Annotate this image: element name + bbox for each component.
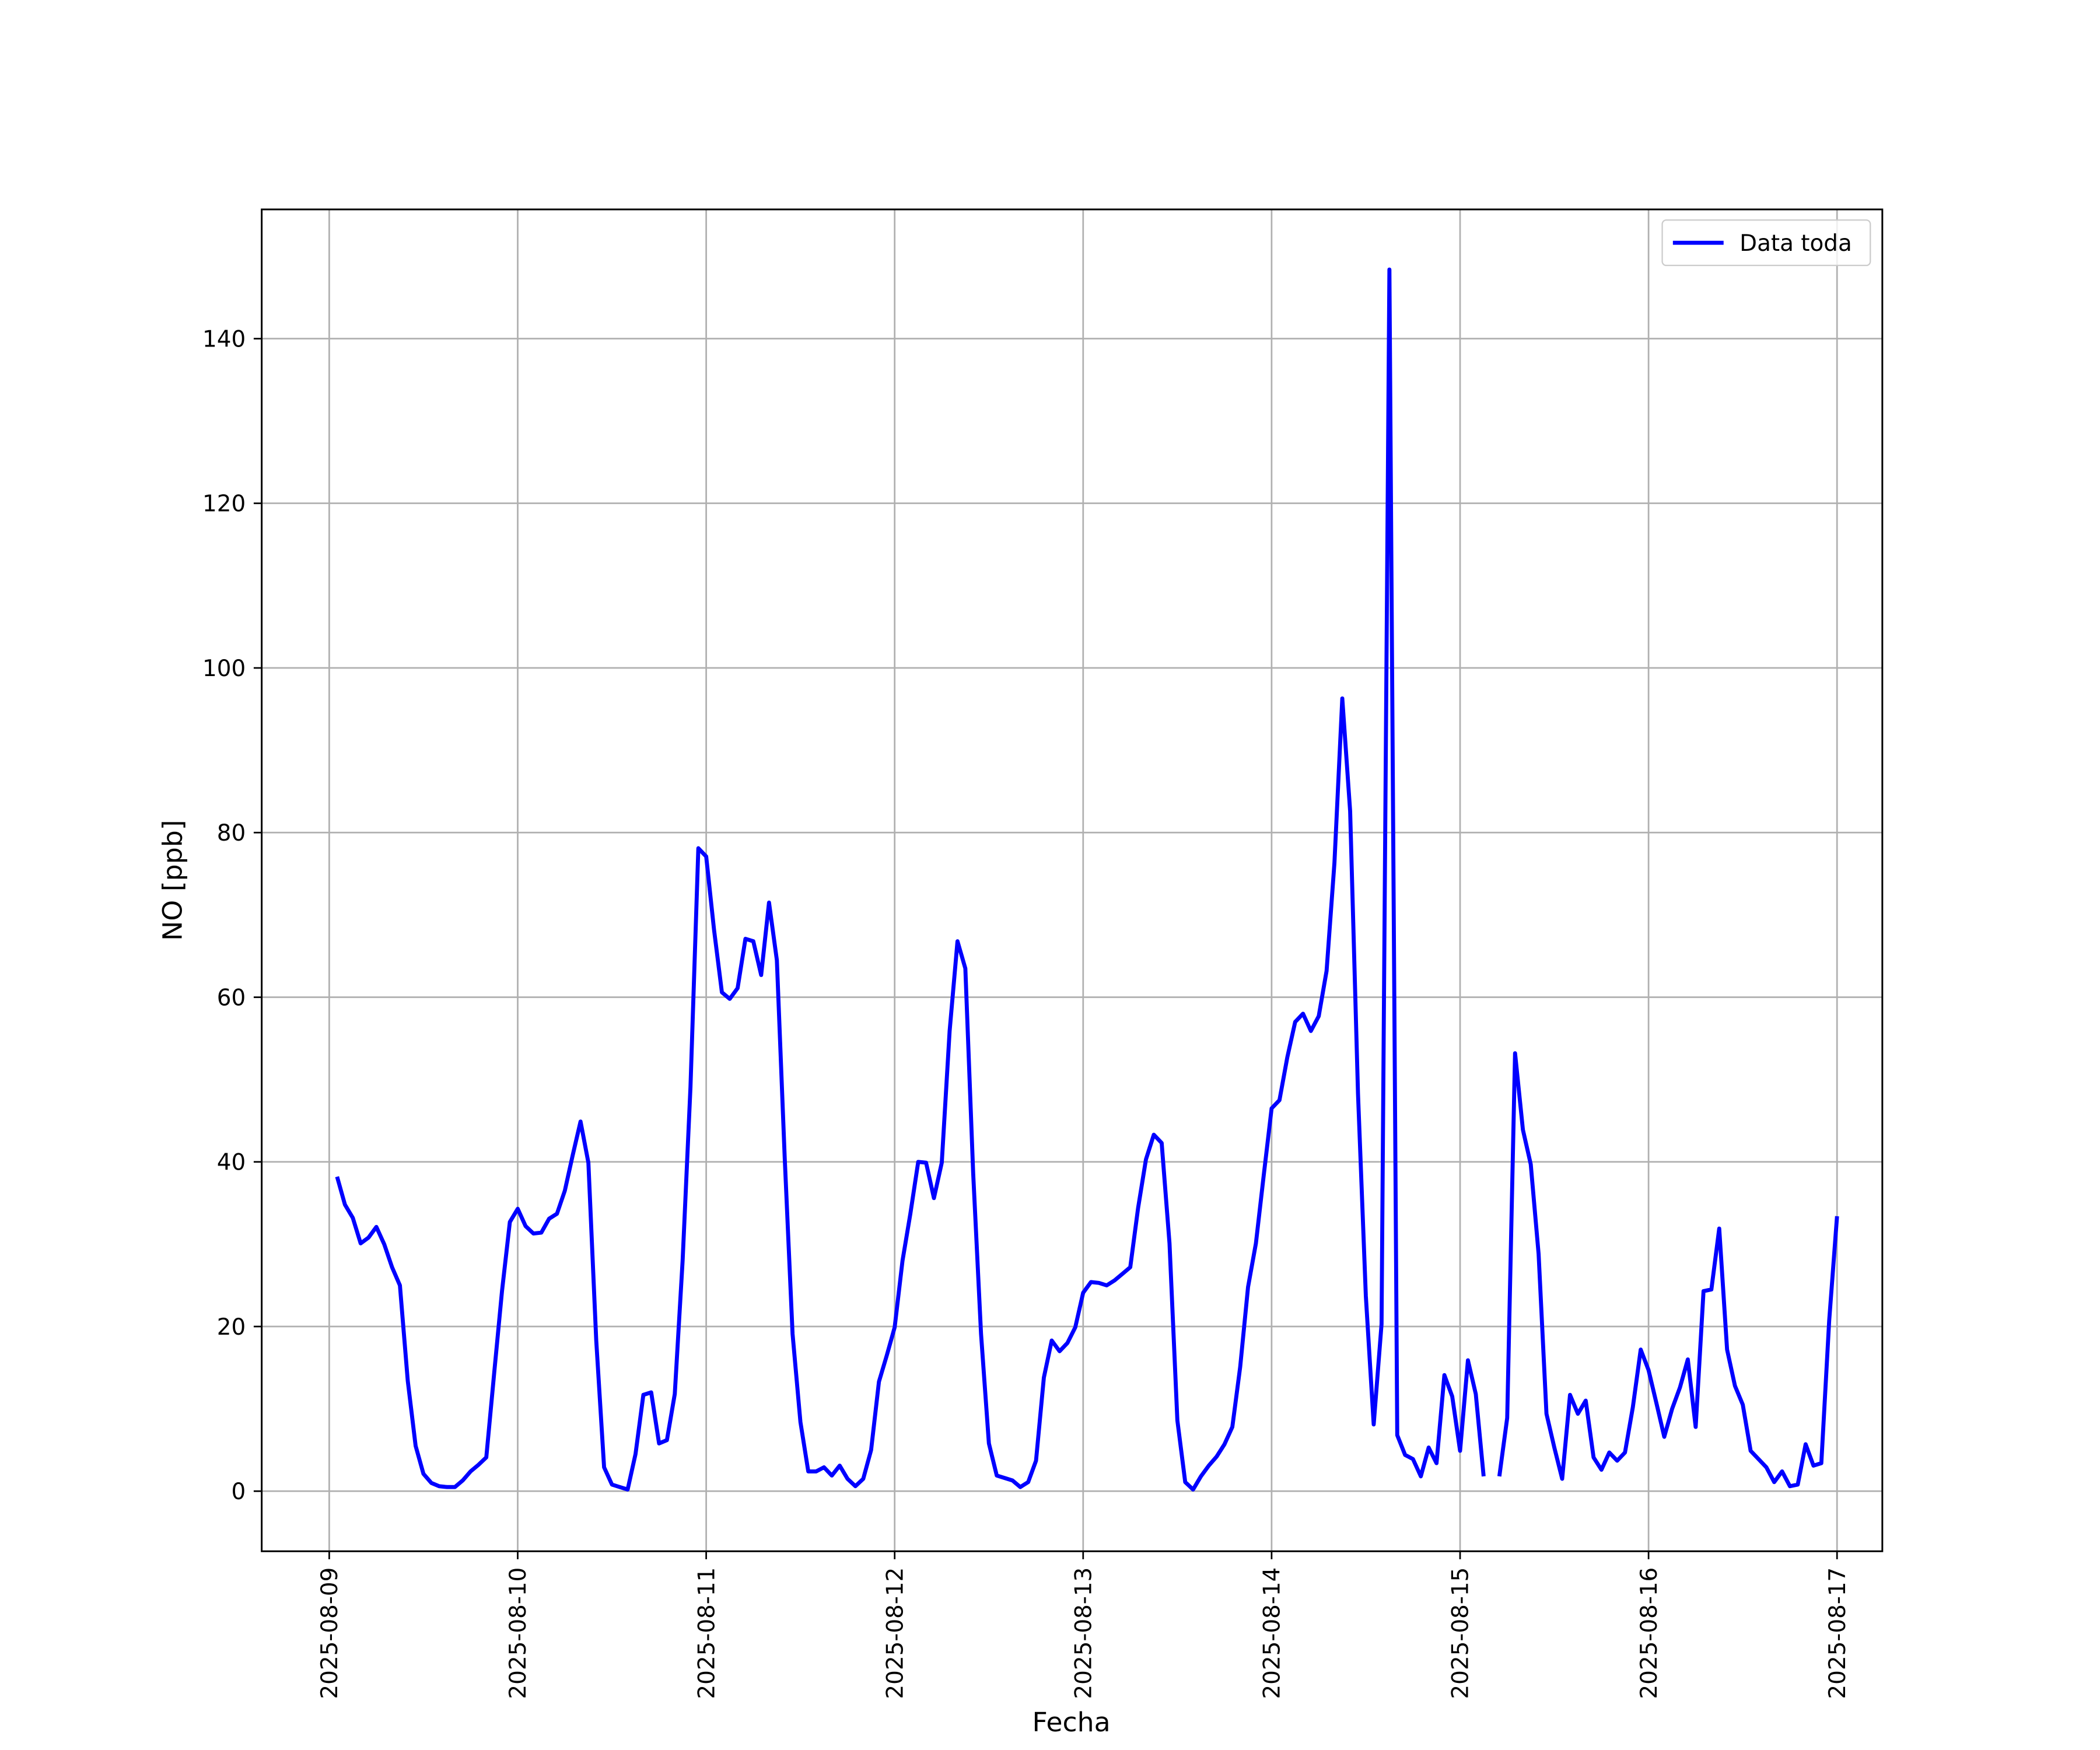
y-tick-label: 120 [202, 491, 246, 517]
x-tick-label: 2025-08-11 [694, 1567, 720, 1699]
x-tick-label: 2025-08-12 [882, 1567, 908, 1699]
x-tick-label: 2025-08-15 [1448, 1567, 1474, 1699]
y-tick-label: 40 [217, 1150, 246, 1176]
x-tick-label: 2025-08-16 [1636, 1567, 1662, 1699]
plot-frame [261, 208, 1884, 1552]
y-tick-label: 100 [202, 656, 246, 682]
grid [261, 209, 1882, 1552]
x-tick-label: 2025-08-17 [1825, 1567, 1851, 1699]
legend-label: Data toda [1740, 230, 1852, 257]
y-tick-label: 60 [217, 985, 246, 1011]
y-axis-label: NO [ppb] [157, 820, 188, 940]
x-tick-label: 2025-08-09 [317, 1567, 343, 1699]
x-axis-label: Fecha [1032, 1707, 1111, 1738]
y-tick-label: 140 [202, 326, 246, 352]
x-tick-label: 2025-08-13 [1071, 1567, 1097, 1699]
ticks: 0 20 40 60 80 100 120 140 2025-08-09 2025-08-10 20… [202, 326, 1851, 1699]
data-line [335, 267, 1839, 1492]
y-tick-label: 20 [217, 1314, 246, 1340]
plot [335, 267, 1839, 1492]
x-tick-label: 2025-08-14 [1259, 1567, 1286, 1699]
legend-box [1661, 219, 1871, 267]
y-tick-label: 0 [231, 1479, 246, 1505]
legend: Data toda [1661, 219, 1871, 267]
x-tick-label: 2025-08-10 [505, 1567, 531, 1699]
y-tick-label: 80 [217, 820, 246, 846]
